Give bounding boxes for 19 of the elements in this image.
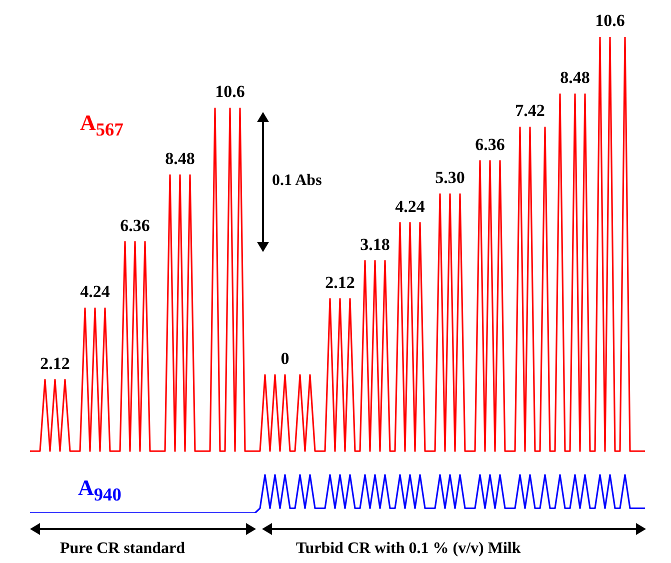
annotation: 0 [280, 348, 290, 369]
text: Turbid CR with 0.1 % (v/v) Milk [296, 540, 521, 558]
annotation: 2.12 [325, 272, 355, 293]
annotation: 7.42 [515, 101, 545, 122]
annotation: 6.36 [120, 216, 150, 236]
annotation: 8.48 [165, 149, 195, 170]
annotation: 4.24 [395, 196, 425, 217]
annotation: 3.18 [360, 234, 390, 255]
annotation: 4.24 [80, 282, 110, 302]
annotation: 10.6 [215, 82, 245, 102]
text: A$_{567}$ [80, 110, 124, 140]
annotation: 8.48 [560, 68, 590, 88]
text: Pure CR standard [60, 540, 186, 558]
annotation: 5.30 [435, 168, 465, 188]
annotation: 6.36 [475, 134, 505, 155]
annotation: 0.1 Abs [272, 172, 322, 190]
series-label: A$_{940}$ [78, 475, 122, 506]
text: 10.6 [595, 11, 625, 31]
annotation: 2.12 [40, 354, 70, 374]
